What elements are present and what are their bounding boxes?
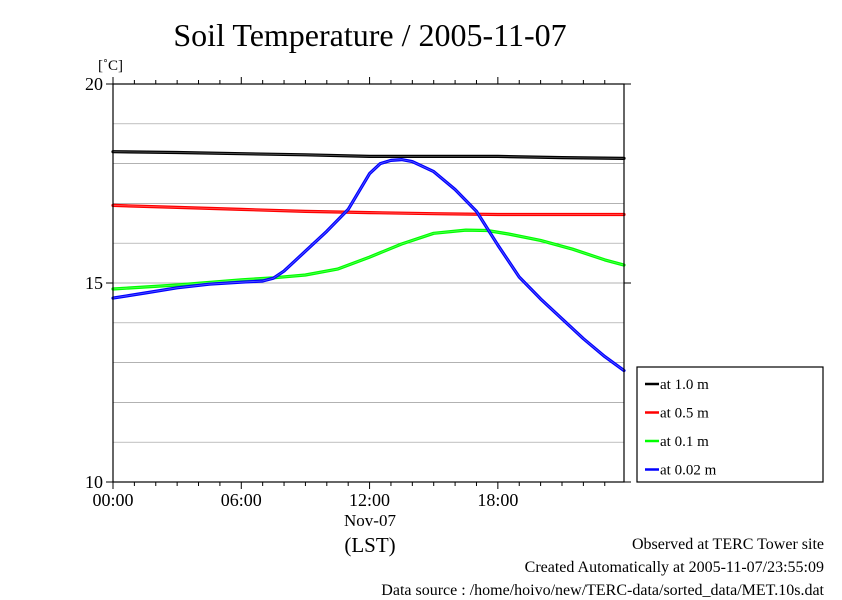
footer-source: Data source : /home/hoivo/new/TERC-data/… xyxy=(381,582,824,599)
series-line-highlight xyxy=(112,205,624,215)
axis-ticks: 10 15 20 00:00 06:00 12:00 18:00 xyxy=(85,74,631,510)
legend: at 1.0 m at 0.5 m at 0.1 m at 0.02 m xyxy=(636,366,824,483)
y-tick-label: 20 xyxy=(85,74,103,94)
x-tick-label: 12:00 xyxy=(349,490,390,510)
y-axis-unit-label: [˚C] xyxy=(98,58,123,74)
x-tick-label: 06:00 xyxy=(221,490,262,510)
chart-title: Soil Temperature / 2005-11-07 xyxy=(173,17,566,53)
x-tick-label: 00:00 xyxy=(92,490,133,510)
grid-lines xyxy=(113,123,624,443)
series-line-highlight xyxy=(112,151,625,159)
legend-label: at 0.02 m xyxy=(660,463,717,479)
footer-created: Created Automatically at 2005-11-07/23:5… xyxy=(524,559,824,576)
y-tick-label: 10 xyxy=(85,472,103,492)
series-line xyxy=(111,203,626,217)
legend-box xyxy=(636,366,824,483)
x-axis-date-label: Nov-07 xyxy=(344,511,396,530)
legend-label: at 0.1 m xyxy=(660,434,709,450)
series-line xyxy=(111,228,626,291)
y-tick-label: 15 xyxy=(85,273,103,293)
footer-site: Observed at TERC Tower site xyxy=(631,536,824,553)
series-lines xyxy=(111,150,626,373)
legend-label: at 1.0 m xyxy=(660,377,709,393)
series-line-highlight xyxy=(112,159,625,371)
x-axis-label: (LST) xyxy=(344,533,395,557)
series-line xyxy=(111,158,626,373)
x-tick-label: 18:00 xyxy=(477,490,518,510)
series-line xyxy=(111,150,626,160)
series-line-highlight xyxy=(112,229,625,290)
legend-label: at 0.5 m xyxy=(660,406,709,422)
